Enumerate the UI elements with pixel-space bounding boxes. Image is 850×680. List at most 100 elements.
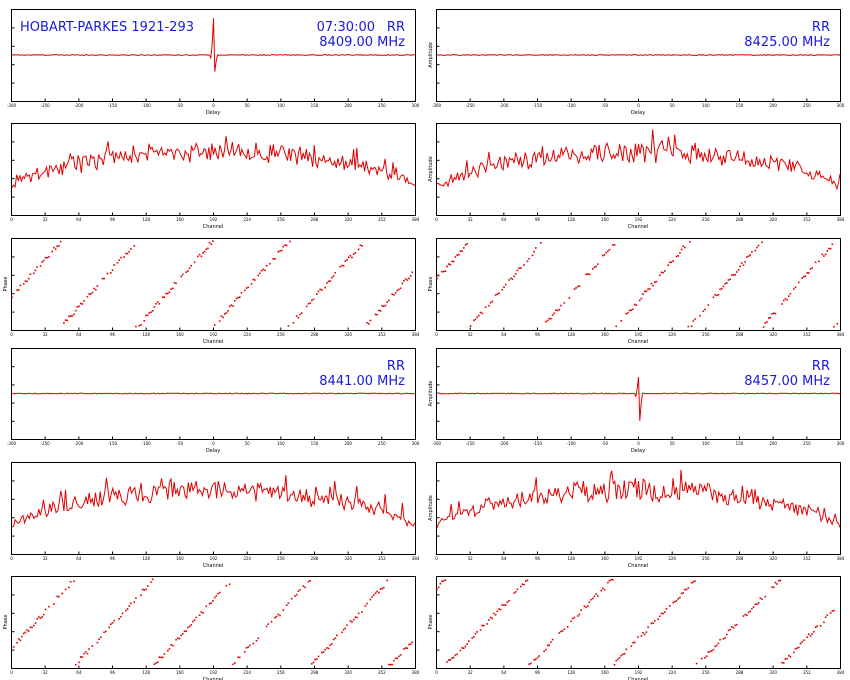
phase-point <box>587 273 589 275</box>
phase-point <box>354 252 357 254</box>
x-axis-label: Delay <box>631 448 645 454</box>
phase-point <box>386 579 388 582</box>
x-tick-label: 0 <box>10 556 13 561</box>
phase-point <box>638 299 641 302</box>
phase-point <box>499 608 502 611</box>
polarization-label: RR <box>387 359 405 374</box>
phase-point <box>724 282 726 285</box>
phase-point <box>351 256 353 259</box>
x-tick-label: 96 <box>535 556 541 561</box>
phase-point <box>146 314 149 317</box>
x-tick-label: 192 <box>635 556 643 561</box>
phase-point <box>26 280 28 283</box>
frequency-label: 8457.00 MHz <box>744 374 830 389</box>
phase-point <box>509 277 512 280</box>
phase-point <box>153 663 156 665</box>
phase-point <box>36 618 38 620</box>
x-tick-label: -100 <box>567 441 577 446</box>
phase-point <box>357 248 360 251</box>
x-tick-label: 64 <box>76 556 82 561</box>
phase-point <box>349 254 352 257</box>
phase-point <box>525 580 527 582</box>
phase-point <box>228 583 231 586</box>
phase-point <box>168 291 171 294</box>
phase-point <box>24 631 27 634</box>
time-label: 07:30:00 <box>317 20 375 35</box>
phase-point <box>311 299 313 302</box>
phase-point <box>508 600 510 602</box>
phase-point <box>746 256 748 258</box>
x-tick-label: 256 <box>277 217 285 222</box>
phase-point <box>292 322 295 324</box>
phase-point <box>334 637 337 640</box>
phase-point <box>381 587 383 590</box>
x-tick-label: 128 <box>567 217 575 222</box>
phase-point <box>444 579 447 581</box>
x-tick-label: 0 <box>212 441 215 446</box>
phase-point <box>346 259 348 261</box>
phase-point <box>113 619 115 622</box>
phase-point <box>531 254 534 257</box>
phase-point <box>488 619 490 621</box>
y-axis-label: Phase <box>3 277 9 292</box>
x-tick-label: 288 <box>311 556 319 561</box>
phase-point <box>187 626 189 629</box>
x-tick-label: 0 <box>435 670 438 675</box>
phase-point <box>518 267 520 269</box>
phase-point <box>489 616 492 619</box>
x-tick-label: 32 <box>43 670 49 675</box>
phase-point <box>22 283 25 285</box>
phase-point <box>312 298 315 301</box>
phase-point <box>316 658 318 660</box>
phase-point <box>672 601 674 604</box>
phase-point <box>650 622 653 625</box>
phase-point <box>329 644 331 646</box>
phase-point <box>193 261 196 264</box>
x-tick-label: -150 <box>533 103 543 108</box>
phase-point <box>79 656 82 658</box>
phase-point <box>726 282 728 284</box>
phase-point <box>359 244 362 247</box>
phase-point <box>675 600 678 602</box>
phase-point <box>384 304 387 307</box>
phase-point <box>183 630 186 632</box>
phase-point <box>187 270 189 272</box>
x-tick-label: 50 <box>245 103 251 108</box>
station-title: HOBART-PARKES 1921-293 <box>20 20 194 35</box>
phase-point <box>669 261 671 264</box>
phase-point <box>630 645 633 647</box>
phase-point <box>43 613 45 616</box>
phase-point <box>826 250 829 252</box>
phase-point <box>244 289 246 292</box>
phase-point <box>38 616 40 618</box>
plot-panel-12: 0 32 64 96 128 160 192 224 256 288 320 352 384 Channe… <box>428 576 845 680</box>
phase-point <box>814 261 817 264</box>
phase-point <box>284 244 286 246</box>
phase-point <box>535 247 537 249</box>
x-tick-label: 288 <box>311 670 319 675</box>
phase-point <box>746 614 748 616</box>
phase-point <box>437 586 440 589</box>
x-tick-label: 256 <box>277 670 285 675</box>
phase-point <box>652 284 654 287</box>
x-tick-label: 32 <box>43 556 49 561</box>
phase-point <box>580 609 582 611</box>
phase-point <box>777 580 780 582</box>
phase-point <box>699 314 701 317</box>
phase-point <box>747 611 750 614</box>
phase-point <box>368 323 370 325</box>
phase-point <box>27 277 30 280</box>
phase-point <box>712 296 715 299</box>
phase-point <box>607 250 609 253</box>
phase-point <box>734 273 736 276</box>
x-tick-label: 200 <box>769 103 777 108</box>
x-tick-label: 288 <box>736 556 744 561</box>
phase-point <box>399 287 402 290</box>
phase-point <box>674 600 676 603</box>
phase-point <box>295 593 298 596</box>
phase-point <box>545 320 547 323</box>
phase-point <box>597 263 599 265</box>
phase-point <box>180 275 182 278</box>
phase-point <box>59 240 62 243</box>
phase-point <box>788 654 790 657</box>
